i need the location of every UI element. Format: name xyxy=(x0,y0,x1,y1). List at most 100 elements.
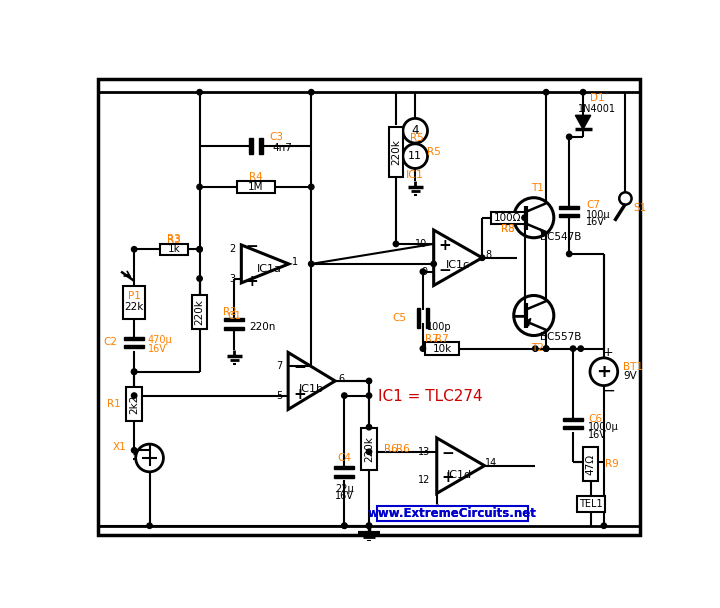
Circle shape xyxy=(147,523,152,528)
Text: 4n7: 4n7 xyxy=(273,143,293,153)
Text: 16V: 16V xyxy=(148,344,167,354)
Circle shape xyxy=(342,393,347,398)
Text: 220k: 220k xyxy=(194,299,204,325)
Bar xyxy=(334,466,354,469)
Text: C2: C2 xyxy=(103,337,117,347)
Text: R5: R5 xyxy=(427,147,441,157)
Text: 1N4001: 1N4001 xyxy=(578,104,616,114)
Circle shape xyxy=(132,369,137,375)
Text: www.ExtremeCircuits.net: www.ExtremeCircuits.net xyxy=(368,507,536,520)
Bar xyxy=(563,418,583,421)
Text: 9V: 9V xyxy=(623,371,637,381)
Bar xyxy=(389,127,403,178)
Circle shape xyxy=(601,523,606,528)
Text: IC1: IC1 xyxy=(406,170,424,181)
Circle shape xyxy=(366,449,372,455)
Text: R6: R6 xyxy=(396,444,410,454)
Text: IC1 = TLC274: IC1 = TLC274 xyxy=(378,389,483,404)
Text: 22μ: 22μ xyxy=(335,484,354,494)
Bar xyxy=(426,308,428,328)
Text: P1: P1 xyxy=(127,291,140,301)
Text: R1: R1 xyxy=(107,399,120,409)
Text: R3: R3 xyxy=(167,235,181,244)
Bar xyxy=(577,497,605,512)
Text: 1M: 1M xyxy=(248,182,264,192)
Circle shape xyxy=(366,424,372,430)
Bar xyxy=(124,345,144,348)
Bar xyxy=(259,139,263,154)
Text: −: − xyxy=(441,446,454,461)
Text: 1: 1 xyxy=(292,257,298,267)
Text: BC547B: BC547B xyxy=(540,232,582,242)
Text: BT1: BT1 xyxy=(623,362,643,372)
Text: R6: R6 xyxy=(384,444,398,454)
Text: 47Ω: 47Ω xyxy=(586,454,595,475)
Text: 3: 3 xyxy=(229,274,235,283)
Text: +: + xyxy=(246,274,258,289)
Text: T2: T2 xyxy=(531,343,544,353)
Bar xyxy=(426,342,459,355)
Circle shape xyxy=(309,89,314,95)
Polygon shape xyxy=(575,116,590,129)
Text: −: − xyxy=(293,361,306,375)
Text: 4: 4 xyxy=(411,124,419,137)
Text: IC1d: IC1d xyxy=(447,470,472,480)
Bar xyxy=(490,212,525,224)
Text: 100Ω: 100Ω xyxy=(494,213,521,223)
Text: 100μ: 100μ xyxy=(586,210,611,219)
Circle shape xyxy=(567,251,572,257)
Circle shape xyxy=(132,369,137,375)
Circle shape xyxy=(366,523,372,528)
Circle shape xyxy=(567,134,572,140)
Bar xyxy=(249,139,253,154)
Circle shape xyxy=(580,89,586,95)
Circle shape xyxy=(197,247,202,252)
Bar xyxy=(563,426,583,429)
Text: 1k: 1k xyxy=(168,244,181,254)
Text: +: + xyxy=(603,346,613,359)
Circle shape xyxy=(309,184,314,190)
Text: −: − xyxy=(600,382,615,400)
Text: 16V: 16V xyxy=(335,491,354,502)
Text: R8: R8 xyxy=(500,224,515,233)
Circle shape xyxy=(533,346,538,351)
Text: R7: R7 xyxy=(436,334,449,344)
Text: −: − xyxy=(438,263,451,278)
Bar xyxy=(237,181,275,193)
Text: IC1b: IC1b xyxy=(299,384,324,393)
Text: T1: T1 xyxy=(531,184,544,193)
Text: R7: R7 xyxy=(426,334,439,344)
Text: 16V: 16V xyxy=(586,217,605,227)
Text: C4: C4 xyxy=(338,453,351,463)
Bar xyxy=(417,308,420,328)
Circle shape xyxy=(544,346,549,351)
Text: 12: 12 xyxy=(418,474,431,485)
Circle shape xyxy=(342,523,347,528)
Text: BC557B: BC557B xyxy=(540,332,582,342)
Circle shape xyxy=(544,89,549,95)
Text: 8: 8 xyxy=(485,250,492,260)
Circle shape xyxy=(420,269,426,274)
Circle shape xyxy=(420,346,426,351)
Bar xyxy=(361,427,377,470)
Text: R5: R5 xyxy=(410,133,423,143)
Text: 9: 9 xyxy=(421,267,428,277)
Text: +: + xyxy=(596,363,611,381)
Circle shape xyxy=(132,247,137,252)
Circle shape xyxy=(366,378,372,384)
Text: 100p: 100p xyxy=(427,322,451,332)
Text: 16V: 16V xyxy=(588,430,608,440)
Text: C1: C1 xyxy=(228,311,241,321)
Bar xyxy=(192,295,207,328)
Text: 2k2: 2k2 xyxy=(129,395,139,414)
Text: 22k: 22k xyxy=(125,302,144,312)
Polygon shape xyxy=(526,319,531,326)
Text: 5: 5 xyxy=(276,390,282,401)
Text: 13: 13 xyxy=(418,447,431,457)
Text: C5: C5 xyxy=(392,313,406,323)
Circle shape xyxy=(197,184,202,190)
Text: IC1c: IC1c xyxy=(446,260,469,271)
Circle shape xyxy=(431,261,436,267)
Circle shape xyxy=(132,393,137,398)
Text: 220k: 220k xyxy=(391,139,401,165)
